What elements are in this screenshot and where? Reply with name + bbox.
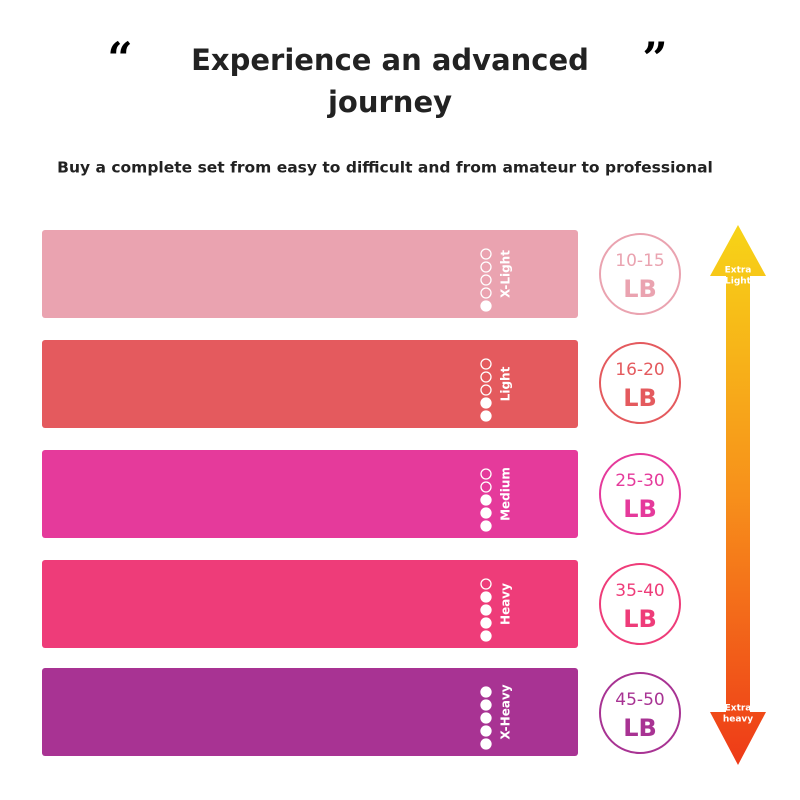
weight-circle: [599, 233, 681, 315]
quote-close: ”: [642, 34, 667, 85]
weight-unit: LB: [623, 495, 657, 523]
band: [42, 450, 578, 538]
weight-range: 45-50: [615, 690, 664, 710]
level-dot: [480, 520, 492, 532]
arrow-bottom-label: heavy: [723, 715, 753, 725]
level-dot: [480, 617, 492, 629]
band-label: X-Heavy: [499, 684, 513, 739]
weight-range: 16-20: [615, 360, 664, 380]
level-dot: [480, 468, 492, 480]
level-dot: [480, 591, 492, 603]
arrow-top-label: Light: [725, 277, 752, 287]
weight-circle: [599, 453, 681, 535]
weight-unit: LB: [623, 384, 657, 412]
title-line: journey: [327, 85, 452, 119]
band: [42, 560, 578, 648]
level-dot: [480, 494, 492, 506]
level-dot: [480, 397, 492, 409]
band-label: X-Light: [499, 250, 513, 298]
arrow-shape: [710, 225, 766, 765]
arrow-top-label: Extra: [725, 266, 752, 276]
level-dot: [480, 481, 492, 493]
band: [42, 668, 578, 756]
level-dot: [480, 712, 492, 724]
level-dot: [480, 738, 492, 750]
level-dot: [480, 248, 492, 260]
level-dot: [480, 287, 492, 299]
quote-open: “: [107, 34, 132, 85]
weight-circle: [599, 563, 681, 645]
level-dot: [480, 384, 492, 396]
weight-unit: LB: [623, 275, 657, 303]
level-dot: [480, 300, 492, 312]
title-line: Experience an advanced: [191, 43, 589, 77]
level-dot: [480, 358, 492, 370]
level-dot: [480, 410, 492, 422]
level-dot: [480, 274, 492, 286]
band-label: Light: [499, 366, 513, 401]
band-label: Heavy: [499, 583, 513, 625]
weight-circle: [599, 342, 681, 424]
weight-range: 25-30: [615, 471, 664, 491]
level-dot: [480, 604, 492, 616]
weight-circle: [599, 672, 681, 754]
weight-range: 35-40: [615, 581, 664, 601]
band: [42, 230, 578, 318]
level-dot: [480, 507, 492, 519]
level-dot: [480, 699, 492, 711]
band: [42, 340, 578, 428]
level-dot: [480, 578, 492, 590]
level-dot: [480, 371, 492, 383]
level-dot: [480, 725, 492, 737]
arrow-bottom-label: Extra: [725, 704, 752, 714]
level-dot: [480, 686, 492, 698]
level-dot: [480, 630, 492, 642]
weight-unit: LB: [623, 714, 657, 742]
level-dot: [480, 261, 492, 273]
subtitle: Buy a complete set from easy to difficul…: [57, 159, 713, 177]
band-label: Medium: [499, 467, 513, 521]
weight-range: 10-15: [615, 251, 664, 271]
arrow: [710, 225, 766, 765]
weight-unit: LB: [623, 605, 657, 633]
